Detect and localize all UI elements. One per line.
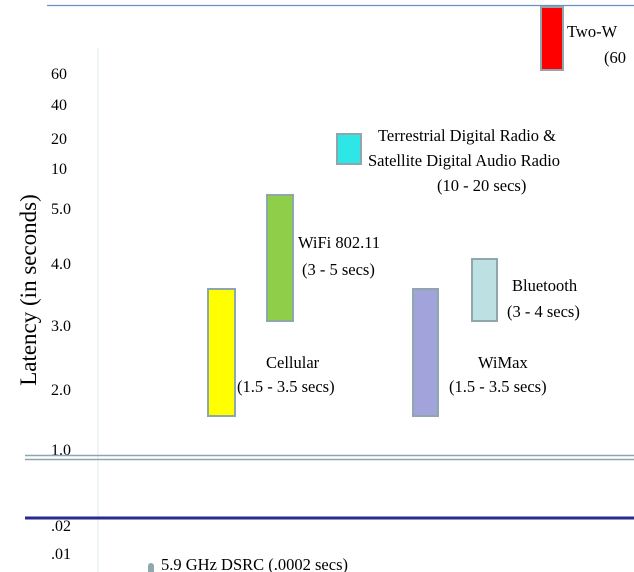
y-tick-label-3-0: 3.0 <box>51 318 71 335</box>
y-tick-label-4-0: 4.0 <box>51 256 71 273</box>
label-wifi-range: (3 - 5 secs) <box>302 260 375 279</box>
label-wimax-name: WiMax <box>478 353 528 372</box>
label-wimax-range: (1.5 - 3.5 secs) <box>449 377 547 396</box>
y-tick-label-01: .01 <box>51 546 71 563</box>
y-tick-label-02: .02 <box>51 518 71 535</box>
label-two-way-name: Two-W <box>567 22 618 41</box>
label-radio-range: (10 - 20 secs) <box>437 176 526 195</box>
y-axis-label: Latency (in seconds) <box>16 194 41 386</box>
label-bluetooth-range: (3 - 4 secs) <box>507 302 580 321</box>
label-radio-name-line1: Terrestrial Digital Radio & <box>378 126 556 145</box>
label-cellular-range: (1.5 - 3.5 secs) <box>237 377 335 396</box>
label-dsrc: 5.9 GHz DSRC (.0002 secs) <box>161 555 348 572</box>
y-tick-label-2-0: 2.0 <box>51 382 71 399</box>
bar-terrestrial-satellite-radio <box>336 133 362 165</box>
y-tick-label-40: 40 <box>51 97 67 114</box>
y-tick-label-5-0: 5.0 <box>51 201 71 218</box>
bar-wimax <box>412 288 439 417</box>
y-tick-label-60: 60 <box>51 66 67 83</box>
bar-two-way <box>540 6 564 71</box>
label-cellular-name: Cellular <box>266 353 320 372</box>
bar-wifi <box>266 194 294 322</box>
bar-cellular <box>207 288 236 417</box>
label-wifi-name: WiFi 802.11 <box>298 233 380 252</box>
y-tick-label-10: 10 <box>51 161 67 178</box>
label-bluetooth-name: Bluetooth <box>512 276 578 295</box>
y-tick-label-1-0: 1.0 <box>51 442 71 459</box>
marker-dsrc <box>148 563 154 572</box>
label-radio-name-line2: Satellite Digital Audio Radio <box>368 151 560 170</box>
y-tick-label-20: 20 <box>51 131 67 148</box>
label-two-way-range: (60 <box>604 48 626 67</box>
bar-bluetooth <box>471 258 498 322</box>
